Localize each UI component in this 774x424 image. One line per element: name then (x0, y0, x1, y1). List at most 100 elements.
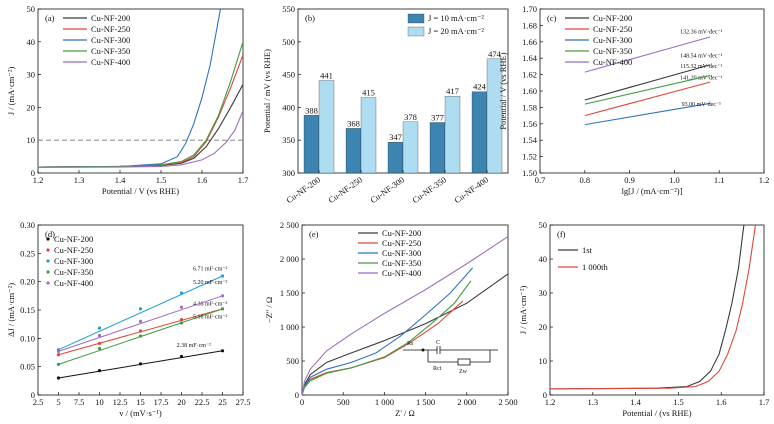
bar (387, 142, 404, 174)
category-label: Cu-NF-200 (284, 174, 322, 205)
plot-frame-a (37, 8, 244, 174)
x-tick-label: 1.7 (238, 175, 249, 185)
series-line (584, 74, 711, 105)
data-point (56, 376, 61, 380)
y-tick-label: 0.30 (20, 220, 35, 230)
legend-swatch (46, 248, 50, 252)
legend-entry: Cu-NF-200 (54, 234, 93, 244)
circuit-label-rs: Rs (407, 341, 414, 347)
fit-line (58, 275, 223, 351)
y-tick-label: 0 (543, 390, 547, 400)
data-point (179, 291, 184, 295)
y-tick-label: 1 500 (280, 288, 299, 298)
y-tick-label: 0.05 (20, 362, 35, 372)
legend-entry: Cu-NF-300 (382, 248, 421, 258)
legend-swatch (46, 259, 50, 263)
x-tick-label: 7.5 (74, 397, 85, 407)
data-point (97, 333, 102, 338)
x-tick-label: 25 (218, 397, 227, 407)
y-tick-label: 0.25 (20, 248, 35, 258)
legend-entry: Cu-NF-400 (593, 57, 632, 67)
slope-annotation: 5.20 mF·cm⁻² (193, 280, 227, 286)
data-point (56, 349, 61, 353)
data-point (179, 354, 184, 359)
x-tick-label: 1.7 (759, 397, 770, 407)
legend-swatch (407, 26, 425, 37)
x-tick-label: 10 (95, 397, 104, 407)
x-tick-label: 1.2 (759, 175, 770, 185)
category-label: Cu-NF-300 (368, 174, 406, 205)
circuit-label-c: C (436, 340, 440, 346)
x-axis-label: v / (mV·s⁻¹) (119, 408, 162, 418)
chart-panel-a: 1.2 1.3 1.4 1.5 1.6 1.701020304050Cu-NF-200Cu… (6, 4, 248, 196)
slope-annotation: 2.38 mF·cm⁻² (177, 343, 211, 349)
y-tick-label: 550 (282, 4, 295, 14)
legend-entry: Cu-NF-200 (91, 13, 130, 23)
legend-entry: 1st (582, 245, 593, 255)
bar-value-label: 415 (362, 88, 375, 98)
x-tick-label: 15 (136, 397, 145, 407)
x-tick-label: 1.4 (630, 397, 641, 407)
legend-entry: Cu-NF-200 (593, 13, 632, 23)
y-axis-label: J / (mA·cm⁻²) (6, 67, 16, 116)
legend-entry: Cu-NF-400 (54, 278, 93, 288)
legend-entry: Cu-NF-350 (593, 46, 632, 56)
legend-entry: Cu-NF-350 (54, 267, 93, 277)
y-tick-label: 500 (286, 356, 299, 366)
y-tick-label: 1 000 (280, 322, 299, 332)
panel-label: (a) (45, 13, 55, 23)
y-tick-label: 0.20 (20, 277, 35, 287)
y-tick-label: 0.15 (20, 305, 35, 315)
circuit-warburg (457, 358, 471, 366)
category-label: Cu-NF-350 (410, 174, 448, 205)
x-tick-label: 1.6 (716, 397, 727, 407)
legend-entry: Cu-NF-200 (382, 228, 421, 238)
data-point (138, 334, 143, 338)
y-tick-label: 0 (295, 390, 299, 400)
data-point (220, 349, 225, 353)
series-line (38, 41, 243, 168)
x-tick-label: 0.9 (624, 175, 635, 185)
slope-annotation: 115.32 mV·dec⁻¹ (680, 64, 722, 70)
legend-entry: Cu-NF-350 (382, 258, 421, 268)
category-label: Cu-NF-250 (326, 174, 364, 205)
x-tick-label: 1.5 (156, 175, 167, 185)
plot-frame-e (301, 224, 509, 396)
y-tick-label: 400 (282, 102, 295, 112)
bar (444, 96, 461, 174)
legend-swatch (46, 237, 50, 241)
x-axis-label: Z' / Ω (395, 408, 415, 418)
bar-value-label: 377 (431, 112, 444, 122)
plot-frame-c (539, 8, 765, 174)
data-point (220, 294, 225, 298)
bar (429, 122, 446, 174)
slope-annotation: 6.71 mF·cm⁻² (193, 266, 227, 272)
bar (303, 115, 320, 174)
y-tick-label: 20 (27, 102, 36, 112)
y-tick-label: 1.50 (522, 168, 537, 178)
y-tick-label: 10 (539, 356, 548, 366)
data-point (138, 362, 143, 366)
slope-annotation: 132.36 mV·dec⁻¹ (680, 30, 722, 36)
bar-value-label: 347 (389, 132, 402, 142)
bar-value-label: 368 (347, 118, 360, 128)
x-tick-label: 20 (177, 397, 186, 407)
slope-annotation: 4.38 mF·cm⁻² (193, 301, 227, 307)
x-axis-label: lg[J / (mA·cm⁻²)] (622, 186, 683, 196)
legend-swatch (46, 270, 50, 274)
y-axis-label: ΔJ / (mA·cm⁻²) (6, 283, 16, 337)
y-tick-label: 350 (282, 135, 295, 145)
bar-value-label: 474 (488, 49, 502, 59)
y-tick-label: 1.52 (522, 152, 537, 162)
data-point (56, 353, 61, 357)
y-tick-label: 30 (539, 288, 548, 298)
bar (360, 97, 377, 174)
x-tick-label: 12.5 (113, 397, 128, 407)
y-tick-label: 1.62 (522, 70, 537, 80)
series-line (38, 110, 243, 168)
series-line (584, 102, 711, 126)
data-point (138, 307, 143, 311)
data-point (220, 307, 225, 311)
legend-entry: J = 10 mA·cm⁻² (428, 13, 484, 23)
